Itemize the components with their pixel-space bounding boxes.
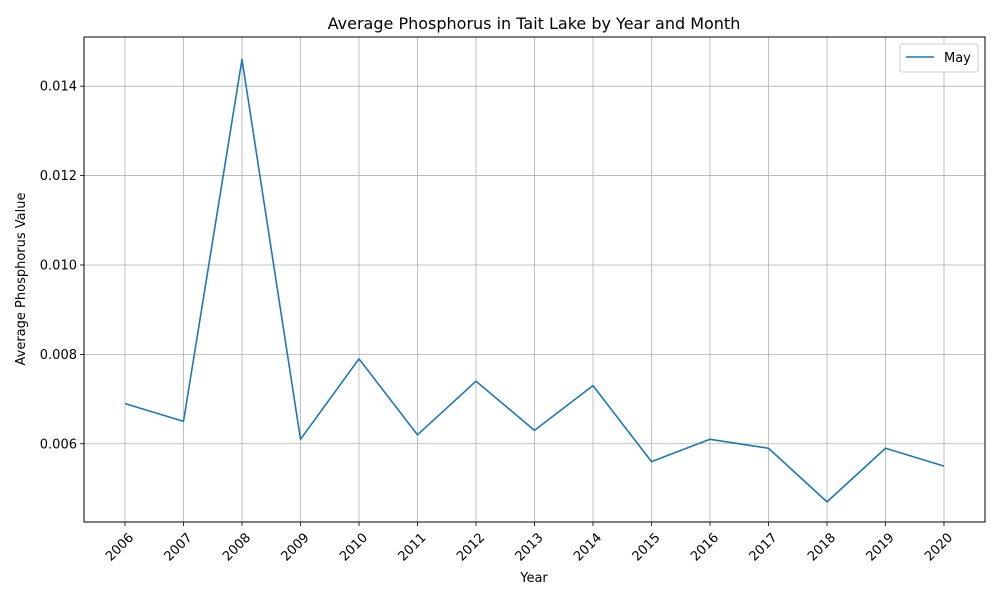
x-tick-label: 2014: [571, 530, 605, 564]
x-tick-label: 2010: [337, 530, 371, 564]
series-layer: [124, 58, 945, 503]
x-tick-label: 2013: [513, 530, 547, 564]
y-axis-ticks: 0.006 0.008 0.010 0.012 0.014: [40, 80, 84, 452]
x-tick-label: 2018: [805, 530, 839, 564]
y-tick-label: 0.014: [40, 80, 77, 95]
x-tick-label: 2016: [688, 530, 722, 564]
y-axis-label: Average Phosphorus Value: [14, 193, 29, 366]
x-tick-label: 2012: [454, 530, 488, 564]
x-tick-label: 2015: [630, 530, 664, 564]
grid-lines: [84, 37, 985, 522]
x-tick-label: 2020: [922, 530, 956, 564]
y-tick-label: 0.008: [40, 348, 77, 363]
y-tick-label: 0.012: [40, 169, 77, 184]
x-tick-label: 2006: [103, 530, 137, 564]
x-tick-label: 2019: [864, 530, 898, 564]
x-tick-label: 2017: [747, 530, 781, 564]
x-tick-label: 2009: [279, 530, 313, 564]
chart-title: Average Phosphorus in Tait Lake by Year …: [328, 14, 741, 33]
y-tick-label: 0.010: [40, 258, 77, 273]
series-line-may: [124, 58, 945, 503]
x-axis-ticks: 2006 2007 2008 2009 2010 2011 2012 2013 2014 2015…: [103, 522, 956, 564]
legend-label-may: May: [944, 51, 971, 66]
legend-box: [899, 43, 979, 73]
x-tick-label: 2007: [162, 530, 196, 564]
x-tick-label: 2011: [396, 530, 430, 564]
y-tick-label: 0.006: [40, 437, 77, 452]
legend: May: [899, 43, 979, 73]
x-axis-label: Year: [519, 571, 548, 586]
x-tick-label: 2008: [220, 530, 254, 564]
